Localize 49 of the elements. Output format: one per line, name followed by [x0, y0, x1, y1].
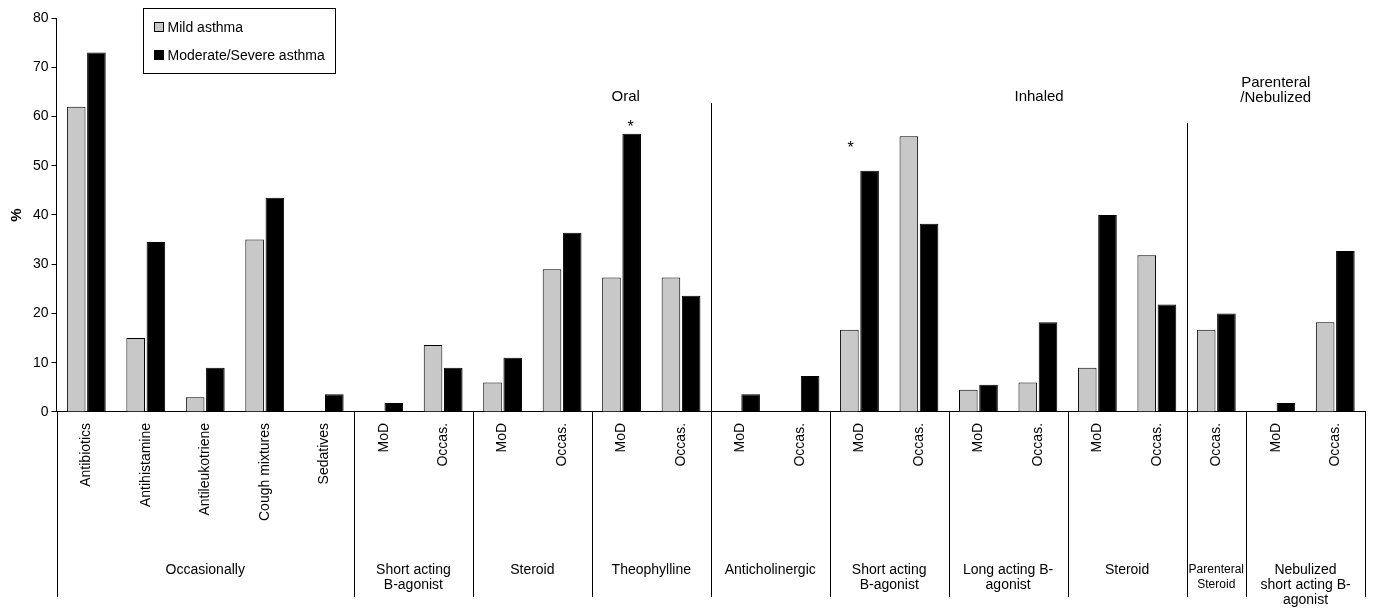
x-tick-label: MoD: [1266, 422, 1283, 453]
text: Nebulized short acting B-agonist: [1259, 560, 1352, 607]
text: Anticholinergic: [723, 560, 817, 577]
x-tick-label: Occas.: [1326, 422, 1343, 467]
legend-label: Moderate/Severe asthma: [167, 47, 325, 63]
text: Short acting B-agonist: [850, 560, 928, 592]
x-tick-label: MoD: [969, 422, 986, 453]
text: Short acting B-agonist: [375, 560, 452, 592]
x-tick-label: MoD: [493, 422, 510, 453]
x-tick-label: MoD: [374, 422, 391, 453]
annotation: *: [847, 139, 854, 157]
text: Steroid: [509, 560, 556, 577]
annotation: Oral: [610, 87, 641, 104]
text: Parenteral Steroid: [1187, 561, 1245, 592]
x-tick-label: Antibiotics: [77, 422, 94, 487]
x-tick-label: Antileukotriene: [196, 422, 213, 516]
x-tick-label: Occas.: [1147, 422, 1164, 467]
x-tick-label: MoD: [1088, 422, 1105, 453]
annotation: Inhaled: [1013, 87, 1065, 104]
x-tick-label: Occas.: [1207, 422, 1224, 467]
text: Steroid: [1103, 560, 1151, 577]
x-tick-label: Occas.: [434, 422, 451, 467]
y-tick-label: 10: [32, 353, 49, 370]
x-tick-label: MoD: [612, 422, 629, 453]
x-tick-label: Sedatives: [315, 422, 332, 485]
annotation: Parenteral /Nebulized: [1239, 73, 1313, 105]
annotation: *: [627, 118, 634, 136]
x-tick-label: Occas.: [671, 422, 688, 467]
text: Theophylline: [610, 560, 692, 577]
x-tick-label: Occas.: [909, 422, 926, 467]
y-tick-label: 80: [32, 8, 49, 25]
x-tick-label: MoD: [731, 422, 748, 453]
y-tick-label: 0: [40, 402, 49, 419]
y-tick-label: 30: [32, 255, 49, 272]
x-tick-label: Occas.: [1028, 422, 1045, 467]
text: Occasionally: [164, 560, 246, 577]
x-tick-label: Occas.: [552, 422, 569, 467]
x-tick-label: Cough mixtures: [255, 422, 272, 522]
y-tick-label: 60: [32, 107, 49, 124]
x-tick-label: MoD: [850, 422, 867, 453]
x-tick-label: Antihistamine: [136, 422, 153, 508]
y-axis-title: %: [7, 208, 25, 222]
x-tick-label: Occas.: [790, 422, 807, 467]
y-tick-label: 40: [32, 205, 49, 222]
text: Long acting B-agonist: [962, 560, 1055, 592]
y-tick-label: 50: [32, 156, 49, 173]
y-tick-label: 70: [32, 58, 49, 75]
legend-label: Mild asthma: [167, 19, 244, 35]
y-tick-label: 20: [32, 304, 49, 321]
